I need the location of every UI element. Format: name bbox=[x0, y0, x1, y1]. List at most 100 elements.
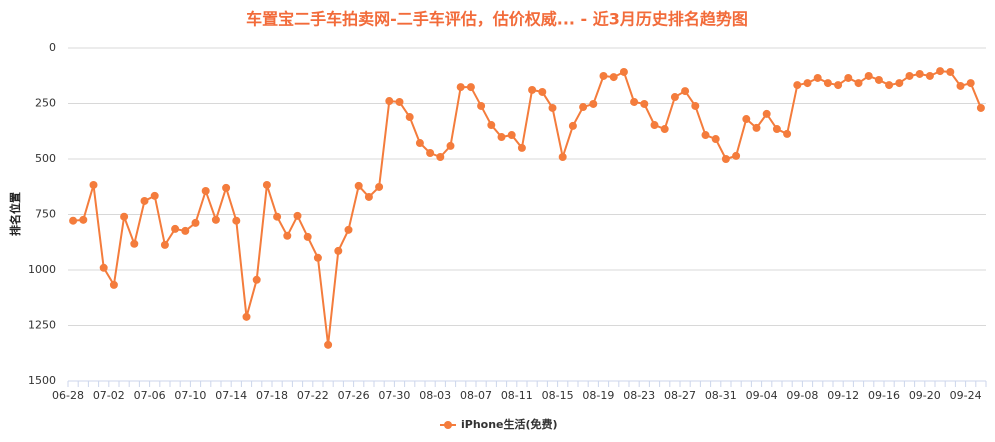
data-point bbox=[191, 218, 200, 227]
data-point bbox=[293, 211, 302, 220]
data-point bbox=[283, 231, 292, 240]
data-point bbox=[160, 240, 169, 249]
x-tick-label: 08-11 bbox=[501, 389, 533, 402]
data-point bbox=[324, 340, 333, 349]
x-tick-label: 09-08 bbox=[786, 389, 818, 402]
data-point bbox=[120, 212, 129, 221]
chart-title: 车置宝二手车拍卖网-二手车评估，估价权威... - 近3月历史排名趋势图 bbox=[246, 10, 748, 29]
data-point bbox=[385, 97, 394, 106]
x-tick-label: 09-24 bbox=[950, 389, 982, 402]
y-tick-label: 1500 bbox=[28, 374, 56, 387]
data-point bbox=[589, 99, 598, 108]
data-point bbox=[242, 312, 251, 321]
x-tick-label: 08-27 bbox=[664, 389, 696, 402]
y-tick-label: 1250 bbox=[28, 319, 56, 332]
data-point bbox=[681, 87, 690, 96]
data-point bbox=[497, 133, 506, 142]
data-point bbox=[874, 75, 883, 84]
data-point bbox=[905, 71, 914, 80]
data-point bbox=[538, 87, 547, 96]
data-point bbox=[660, 125, 669, 134]
data-point bbox=[803, 79, 812, 88]
data-point bbox=[946, 67, 955, 76]
data-point bbox=[507, 131, 516, 140]
data-point bbox=[109, 280, 118, 289]
data-point bbox=[976, 103, 985, 112]
data-point bbox=[783, 129, 792, 138]
data-point bbox=[477, 101, 486, 110]
x-tick-label: 07-06 bbox=[134, 389, 166, 402]
data-point bbox=[966, 79, 975, 88]
data-point bbox=[558, 153, 567, 162]
series-line bbox=[73, 70, 982, 345]
x-tick-label: 07-10 bbox=[174, 389, 206, 402]
data-point bbox=[721, 155, 730, 163]
y-tick-label: 250 bbox=[35, 97, 56, 110]
data-point bbox=[334, 246, 343, 255]
data-point bbox=[609, 73, 618, 82]
data-point bbox=[813, 73, 822, 82]
data-point bbox=[466, 83, 475, 92]
data-point bbox=[864, 71, 873, 80]
x-tick-label: 07-30 bbox=[378, 389, 410, 402]
x-tick-label: 09-12 bbox=[827, 389, 859, 402]
data-point bbox=[834, 81, 843, 90]
x-tick-label: 07-02 bbox=[93, 389, 125, 402]
data-point bbox=[701, 131, 710, 140]
data-point bbox=[793, 81, 802, 90]
data-point bbox=[854, 79, 863, 88]
data-point bbox=[405, 113, 414, 122]
data-point bbox=[885, 81, 894, 90]
x-tick-label: 08-15 bbox=[542, 389, 574, 402]
x-tick-label: 08-31 bbox=[705, 389, 737, 402]
data-point bbox=[619, 67, 628, 76]
data-point bbox=[140, 196, 149, 205]
data-point bbox=[670, 93, 679, 102]
data-point bbox=[568, 121, 577, 130]
legend-marker bbox=[444, 421, 452, 429]
data-point bbox=[528, 85, 537, 94]
data-point bbox=[252, 275, 261, 284]
data-point bbox=[222, 183, 231, 192]
data-point bbox=[711, 135, 720, 144]
y-tick-label: 1000 bbox=[28, 263, 56, 276]
x-tick-label: 07-14 bbox=[215, 389, 247, 402]
data-point bbox=[354, 181, 363, 190]
data-point bbox=[211, 215, 220, 224]
data-point bbox=[364, 192, 373, 201]
data-point bbox=[171, 224, 180, 233]
data-point bbox=[732, 151, 741, 160]
x-tick-label: 07-18 bbox=[256, 389, 288, 402]
data-point bbox=[262, 180, 271, 189]
data-point bbox=[752, 123, 761, 132]
data-point bbox=[446, 141, 455, 150]
data-point bbox=[915, 69, 924, 78]
data-point bbox=[313, 253, 322, 262]
data-point bbox=[303, 232, 312, 241]
data-point bbox=[456, 83, 465, 92]
data-point bbox=[772, 125, 781, 134]
data-point bbox=[956, 81, 965, 90]
data-point bbox=[69, 216, 78, 225]
data-point bbox=[925, 71, 934, 80]
data-point bbox=[844, 73, 853, 82]
data-point bbox=[79, 215, 88, 224]
data-point bbox=[487, 121, 496, 130]
x-tick-label: 06-28 bbox=[52, 389, 84, 402]
y-axis-label: 排名位置 bbox=[8, 192, 22, 236]
data-point bbox=[548, 103, 557, 112]
data-point bbox=[579, 103, 588, 112]
x-tick-label: 07-26 bbox=[338, 389, 370, 402]
y-tick-label: 500 bbox=[35, 152, 56, 165]
x-tick-label: 07-22 bbox=[297, 389, 329, 402]
x-tick-label: 08-07 bbox=[460, 389, 492, 402]
data-point bbox=[395, 97, 404, 106]
x-tick-label: 08-23 bbox=[623, 389, 655, 402]
data-point bbox=[823, 79, 832, 88]
data-point bbox=[630, 97, 639, 106]
data-point bbox=[936, 67, 945, 76]
data-point bbox=[375, 182, 384, 191]
data-point bbox=[599, 71, 608, 80]
data-point bbox=[89, 180, 98, 189]
